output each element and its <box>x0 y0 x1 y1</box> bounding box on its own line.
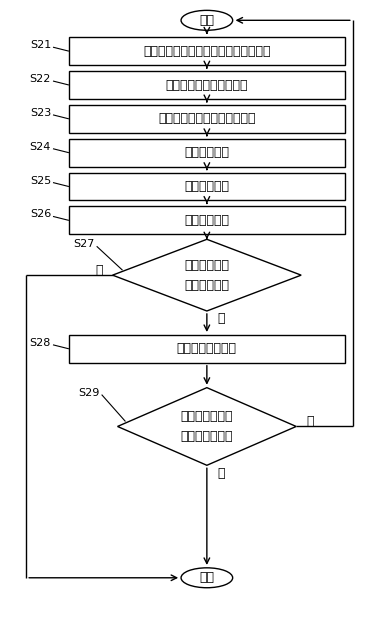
Text: 判断是否存在: 判断是否存在 <box>184 259 229 271</box>
Text: 获取道路的垂直边缘图像: 获取道路的垂直边缘图像 <box>165 78 248 91</box>
Text: 否: 否 <box>217 312 224 325</box>
Text: 开始: 开始 <box>199 14 214 27</box>
Text: S22: S22 <box>30 74 51 84</box>
Text: S26: S26 <box>30 209 51 220</box>
Text: S29: S29 <box>78 387 100 397</box>
FancyBboxPatch shape <box>69 105 345 133</box>
Polygon shape <box>118 387 296 465</box>
Text: 否: 否 <box>217 466 224 480</box>
FancyBboxPatch shape <box>69 335 345 363</box>
Text: 是: 是 <box>306 415 314 428</box>
Text: 旋转无人机摄像机: 旋转无人机摄像机 <box>177 342 237 355</box>
Text: 道路边缘直线: 道路边缘直线 <box>184 279 229 292</box>
Text: S21: S21 <box>30 40 51 50</box>
FancyBboxPatch shape <box>69 207 345 234</box>
FancyBboxPatch shape <box>69 37 345 65</box>
Ellipse shape <box>181 568 233 588</box>
FancyBboxPatch shape <box>69 71 345 99</box>
Text: 检测边缘直线: 检测边缘直线 <box>184 146 229 159</box>
Text: 机状态是否有效: 机状态是否有效 <box>180 430 233 443</box>
Text: S27: S27 <box>73 239 95 249</box>
Text: S28: S28 <box>30 338 51 348</box>
Text: S25: S25 <box>30 176 51 186</box>
Text: 判断无人机摄像: 判断无人机摄像 <box>180 410 233 423</box>
Text: 去除干扰直线: 去除干扰直线 <box>184 214 229 227</box>
Text: S23: S23 <box>30 108 51 118</box>
Ellipse shape <box>181 10 233 30</box>
Text: S24: S24 <box>30 142 51 152</box>
FancyBboxPatch shape <box>69 173 345 201</box>
FancyBboxPatch shape <box>69 139 345 167</box>
Text: 获取道路的二值垂直边缘图像: 获取道路的二值垂直边缘图像 <box>158 112 256 125</box>
Text: 是: 是 <box>95 263 102 276</box>
Text: 合并边缘直线: 合并边缘直线 <box>184 180 229 193</box>
Polygon shape <box>112 239 301 311</box>
Text: 拍摄当前摄像机角度下的高速公路图像: 拍摄当前摄像机角度下的高速公路图像 <box>143 44 271 57</box>
Text: 退出: 退出 <box>199 571 214 584</box>
